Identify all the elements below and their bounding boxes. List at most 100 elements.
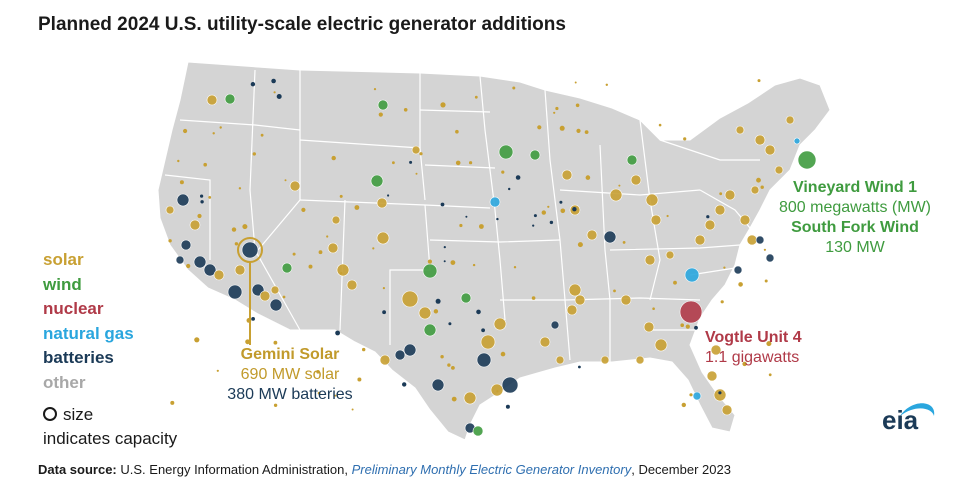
plant-marker-small: [584, 130, 589, 135]
callout-vineyard-mw: 800 megawatts (MW): [778, 199, 932, 216]
plant-marker-small: [200, 194, 204, 198]
plant-marker: [394, 349, 406, 361]
plant-marker: [493, 317, 507, 331]
plant-marker-small: [533, 214, 537, 218]
plant-marker: [550, 320, 560, 330]
plant-marker: [630, 174, 642, 186]
plant-marker-small: [666, 214, 669, 218]
plant-marker: [755, 235, 765, 245]
plant-marker: [501, 376, 519, 394]
plant-marker: [735, 125, 745, 135]
plant-marker: [568, 283, 582, 297]
plant-marker-small: [559, 200, 563, 204]
plant-marker-small: [392, 161, 395, 165]
callout-vogtle-gw: 1.1 gigawatts: [705, 349, 800, 366]
plant-marker-small: [501, 170, 505, 174]
plant-marker: [721, 404, 733, 416]
plant-marker: [213, 269, 225, 281]
plant-marker: [765, 253, 775, 263]
plant-marker-small: [443, 260, 446, 263]
plant-marker-small: [560, 208, 566, 214]
plant-marker: [327, 242, 339, 254]
plant-marker-small: [451, 396, 457, 402]
plant-marker: [555, 355, 565, 365]
legend-batteries: batteries: [43, 348, 114, 367]
plant-marker-small: [574, 81, 577, 84]
plant-marker-small: [689, 393, 693, 397]
plant-marker: [336, 263, 350, 277]
plant-marker-small: [622, 241, 626, 244]
plant-marker-small: [450, 260, 456, 265]
eia-logo-swoosh: [900, 403, 935, 416]
plant-marker-small: [532, 224, 535, 227]
plant-marker-small: [177, 159, 180, 163]
plant-marker: [694, 234, 706, 246]
plant-marker-small: [508, 187, 511, 191]
plant-marker-small: [465, 215, 468, 218]
plant-marker: [733, 265, 743, 275]
plant-marker: [710, 344, 722, 356]
plant-marker-small: [618, 184, 621, 187]
plant-markers: [165, 78, 817, 437]
plant-marker: [370, 174, 384, 188]
plant-marker: [376, 197, 388, 209]
plant-marker-small: [572, 207, 577, 212]
plant-marker-small: [339, 194, 343, 198]
source-label: Data source:: [38, 462, 117, 477]
plant-marker-small: [372, 247, 375, 250]
plant-marker-small: [683, 137, 687, 141]
plant-marker-small: [451, 366, 455, 370]
plant-marker-small: [357, 377, 362, 382]
plant-marker-small: [433, 309, 439, 314]
legend-solar: solar: [43, 250, 84, 269]
plant-marker-small: [479, 224, 484, 229]
plant-marker-small: [382, 310, 386, 315]
plant-marker-small: [455, 160, 461, 166]
plant-marker: [376, 231, 390, 245]
plant-marker-small: [447, 363, 451, 367]
plant-marker: [270, 285, 280, 295]
plant-marker-small: [576, 128, 581, 133]
legend-wind: wind: [43, 274, 82, 294]
source-date: , December 2023: [631, 462, 731, 477]
plant-marker: [180, 239, 192, 251]
plant-marker-small: [680, 323, 684, 328]
plant-marker-small: [760, 185, 764, 189]
eia-logo: eia: [882, 405, 919, 435]
plant-marker: [706, 370, 718, 382]
plant-marker-small: [168, 239, 172, 243]
size-note: size indicates capacity: [43, 403, 177, 451]
source-agency: U.S. Energy Information Administration,: [120, 462, 348, 477]
plant-marker: [423, 323, 437, 337]
legend: solar wind nuclear natural gas batteries…: [43, 248, 134, 395]
plant-marker: [331, 215, 341, 225]
plant-marker: [774, 165, 784, 175]
plant-marker-small: [496, 217, 499, 221]
plant-marker: [764, 144, 776, 156]
plant-marker: [654, 338, 668, 352]
plant-marker-small: [723, 266, 726, 269]
plant-marker-small: [317, 391, 321, 395]
plant-marker-small: [200, 200, 204, 204]
plant-marker: [401, 290, 419, 308]
plant-marker: [539, 336, 551, 348]
plant-marker-small: [476, 309, 481, 315]
callout-gemini-batteries-mw: 380 MW batteries: [227, 386, 353, 403]
plant-marker-small: [541, 210, 546, 215]
plant-marker-small: [387, 194, 390, 197]
plant-marker: [561, 169, 573, 181]
plant-marker-small: [219, 126, 222, 129]
plant-marker: [679, 300, 703, 324]
plant-marker-small: [443, 246, 446, 249]
plant-marker: [626, 154, 638, 166]
plant-marker-small: [308, 264, 313, 269]
plant-marker-small: [575, 103, 580, 108]
plant-marker-small: [613, 289, 616, 293]
plant-marker-small: [440, 355, 444, 359]
plant-marker: [227, 284, 243, 300]
plant-marker-small: [763, 248, 767, 251]
plant-marker: [403, 343, 417, 357]
callout-vineyard-name: Vineyard Wind 1: [792, 179, 918, 196]
plant-marker-small: [440, 202, 445, 207]
plant-marker: [498, 144, 514, 160]
